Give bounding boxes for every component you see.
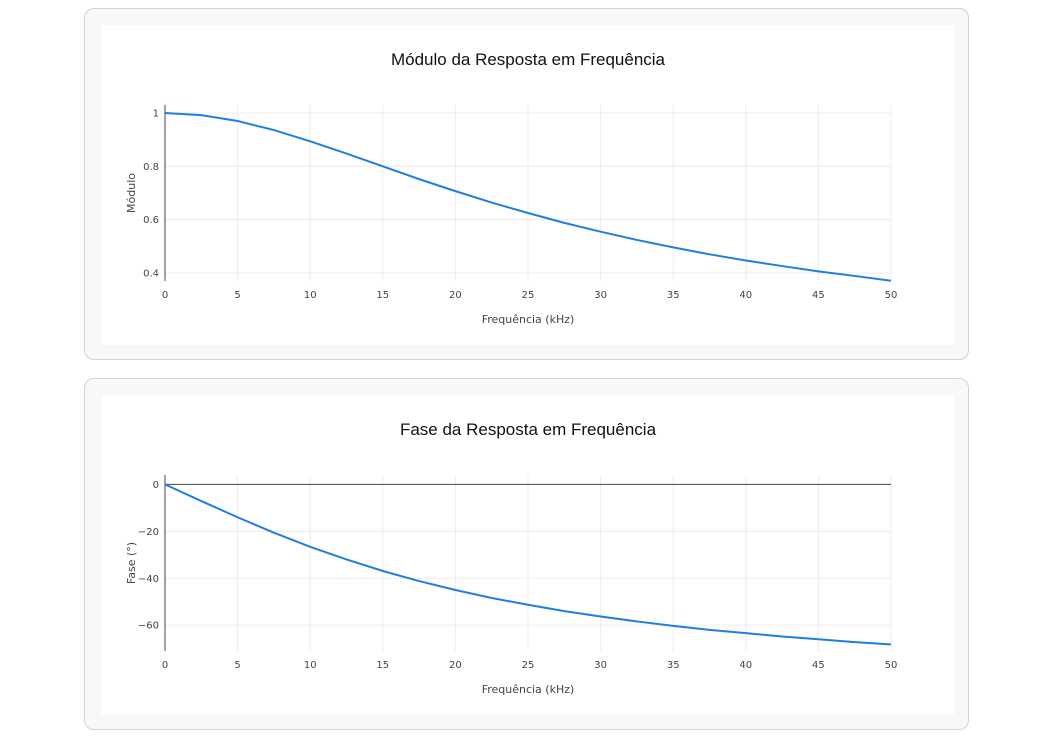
phase-x-tick-label: 15 xyxy=(376,660,389,671)
magnitude-x-tick-label: 45 xyxy=(812,290,825,301)
phase-y-tick-label: 0 xyxy=(153,480,159,491)
phase-chart-title: Fase da Resposta em Frequência xyxy=(400,420,657,439)
magnitude-y-tick-label: 0.4 xyxy=(143,269,159,280)
phase-x-tick-label: 0 xyxy=(162,660,168,671)
magnitude-x-tick-label: 0 xyxy=(162,290,168,301)
phase-x-tick-label: 5 xyxy=(234,660,240,671)
magnitude-x-axis-label: Frequência (kHz) xyxy=(482,313,575,326)
phase-x-tick-label: 30 xyxy=(594,660,607,671)
magnitude-x-tick-label: 5 xyxy=(234,290,240,301)
phase-series-line xyxy=(164,483,892,646)
phase-y-tick-label: −40 xyxy=(138,574,159,585)
phase-x-axis-label: Frequência (kHz) xyxy=(482,683,575,696)
magnitude-y-tick-label: 0.6 xyxy=(143,215,159,226)
magnitude-x-tick-label: 20 xyxy=(449,290,462,301)
magnitude-x-tick-label: 25 xyxy=(522,290,535,301)
phase-grid xyxy=(165,475,892,651)
magnitude-y-tick-label: 0.8 xyxy=(143,162,159,173)
phase-x-tick-label: 40 xyxy=(739,660,752,671)
magnitude-chart-title: Módulo da Resposta em Frequência xyxy=(391,50,666,69)
magnitude-y-tick-label: 1 xyxy=(153,109,159,120)
phase-y-tick-label: −20 xyxy=(138,527,159,538)
phase-plot-area: Fase da Resposta em Frequência Frequênci… xyxy=(101,395,954,715)
magnitude-grid xyxy=(165,105,892,281)
phase-x-tick-label: 25 xyxy=(522,660,535,671)
magnitude-plot-area: Módulo da Resposta em Frequência Frequên… xyxy=(101,25,954,345)
phase-chart-card: Fase da Resposta em Frequência Frequênci… xyxy=(84,378,969,730)
phase-x-tick-label: 50 xyxy=(885,660,898,671)
magnitude-chart: Módulo da Resposta em Frequência Frequên… xyxy=(125,50,898,326)
magnitude-x-tick-label: 40 xyxy=(739,290,752,301)
phase-x-tick-label: 10 xyxy=(304,660,317,671)
magnitude-chart-card: Módulo da Resposta em Frequência Frequên… xyxy=(84,8,969,360)
phase-chart: Fase da Resposta em Frequência Frequênci… xyxy=(125,420,898,696)
magnitude-y-axis-label: Módulo xyxy=(125,173,138,213)
magnitude-x-tick-label: 35 xyxy=(667,290,680,301)
magnitude-x-tick-label: 15 xyxy=(376,290,389,301)
magnitude-x-tick-label: 10 xyxy=(304,290,317,301)
phase-y-axis-label: Fase (°) xyxy=(125,542,138,584)
phase-x-tick-label: 20 xyxy=(449,660,462,671)
magnitude-x-tick-label: 30 xyxy=(594,290,607,301)
magnitude-x-tick-label: 50 xyxy=(885,290,898,301)
phase-x-tick-label: 45 xyxy=(812,660,825,671)
phase-x-tick-label: 35 xyxy=(667,660,680,671)
phase-y-tick-label: −60 xyxy=(138,621,159,632)
magnitude-series-line xyxy=(164,112,892,282)
